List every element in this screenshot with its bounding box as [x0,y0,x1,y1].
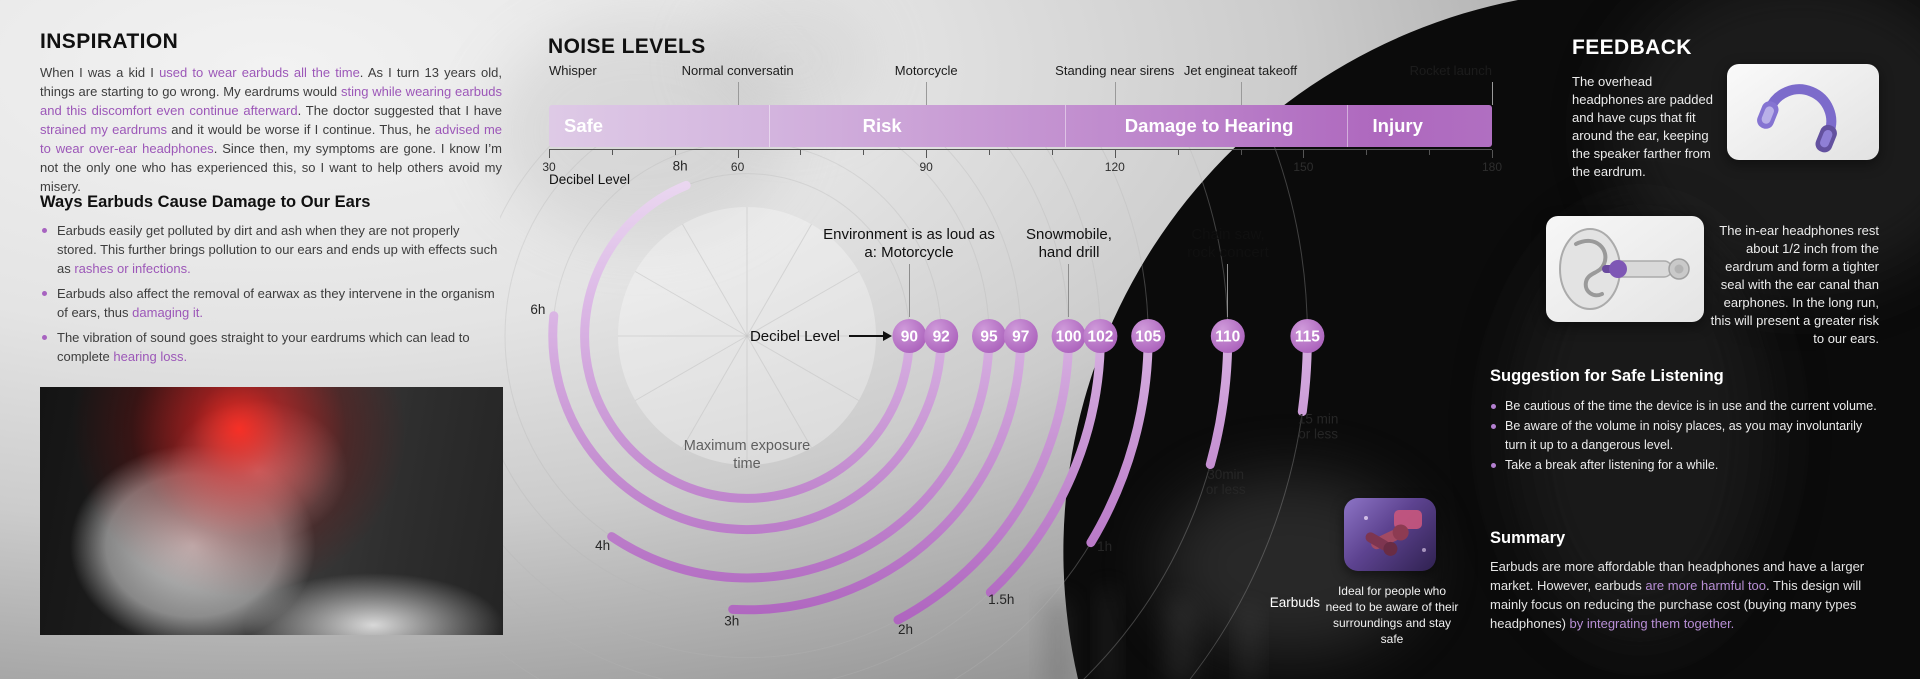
text-segment: . Since then, my symptoms are gone. I kn… [40,141,502,194]
zone-label: Risk [862,115,902,136]
text-segment: When I was a kid I [40,65,160,80]
noise-source-label: Rocket launch [1409,63,1492,78]
highlighted-text: used to wear earbuds all the time [159,65,360,80]
noise-source-label: Motorcycle [894,63,958,78]
text-segment: Earbuds are more affordable than headpho… [1490,559,1865,593]
suggestion-list: Be cautious of the time the device is in… [1490,397,1882,476]
overhead-headphones-text: The overhead headphones are padded and h… [1572,74,1713,179]
noise-source-label: Jet engineat takeoff [1183,63,1298,78]
annotation-snowmobile: Snowmobile, hand drill [989,226,1149,261]
text-segment: and it would be worse if I continue. Thu… [167,122,435,137]
text-segment: . This design will mainly focus on reduc… [1490,578,1862,631]
suggestion-title: Suggestion for Safe Listening [1490,367,1724,385]
text-segment: . The doctor suggested that I have [297,103,502,118]
summary-text: Earbuds are more affordable than headpho… [1490,557,1880,633]
noise-source-label: Standing near sirens [1055,63,1175,78]
highlighted-text: strained my eardrums [40,122,168,137]
earbuds-label: Earbuds [1269,595,1320,610]
in-ear-headphones-text: The in-ear headphones rest about 1/2 inc… [1710,223,1879,346]
bullet-item: Earbuds also affect the removal of earwa… [40,284,502,322]
ear-diagram-graphic [1559,228,1690,310]
highlighted-text: sting while wearing earbuds and this dis… [40,84,502,118]
bullet-item: Take a break after listening for a while… [1490,456,1882,475]
earbuds-caption: Ideal for people who need to be aware of… [1325,584,1459,646]
earbuds-graphic [1364,510,1426,556]
bullet-item: The vibration of sound goes straight to … [40,328,502,366]
feedback-title: FEEDBACK [1572,36,1692,59]
tick-label: 60 [730,160,745,174]
tick-label: 90 [919,160,933,174]
ear-diagram-image [1546,216,1704,322]
bullet-item: Earbuds easily get polluted by dirt and … [40,221,502,278]
tick-label: 150 [1293,160,1314,174]
annotation-line2: hand drill [1038,243,1100,261]
inspiration-bullet-list: Earbuds easily get polluted by dirt and … [40,221,502,372]
noise-source-label: Whisper [549,63,597,78]
inspiration-subtitle: Ways Earbuds Cause Damage to Our Ears [40,193,371,211]
tick-label: 180 [1481,160,1503,174]
inspiration-intro: When I was a kid I used to wear earbuds … [40,63,502,196]
highlighted-text: by integrating them together. [1569,616,1735,631]
highlighted-text: are more harmful too [1645,578,1767,593]
zone-label: Safe [564,115,604,136]
annotation-chainsaw: Chain saw, rock concert [1148,226,1308,261]
annotation-line2: rock concert [1187,243,1269,261]
inspiration-title: INSPIRATION [40,30,179,53]
tick-label: 30 [542,160,556,174]
decibel-ruler: 30 60 90 120 150 180 [542,149,1502,182]
annotation-line1: Snowmobile, [1026,226,1112,243]
noise-levels-title: NOISE LEVELS [548,35,706,58]
annotation-line1: Chain saw, [1191,226,1265,243]
bullet-item: Be cautious of the time the device is in… [1490,397,1882,416]
overhead-headphones-image [1727,64,1879,160]
decibel-zone-bar: Safe Risk Damage to Hearing Injury [549,105,1492,147]
headphones-graphic [1757,84,1837,153]
highlighted-text: advised me to wear over-ear headphones [40,122,503,156]
annotation-connector [1227,264,1228,317]
ear-pain-photo [40,387,503,635]
zone-label: Injury [1372,115,1423,136]
noise-source-label: Normal conversatin [681,63,794,78]
tick-label: 120 [1104,160,1125,174]
zone-label: Damage to Hearing [1124,115,1294,136]
bullet-item: Be aware of the volume in noisy places, … [1490,417,1882,455]
annotation-connector [1068,264,1069,317]
summary-title: Summary [1490,529,1566,547]
earbuds-image [1344,498,1436,571]
text-segment: . As I turn 13 years old, things are sta… [40,65,502,99]
